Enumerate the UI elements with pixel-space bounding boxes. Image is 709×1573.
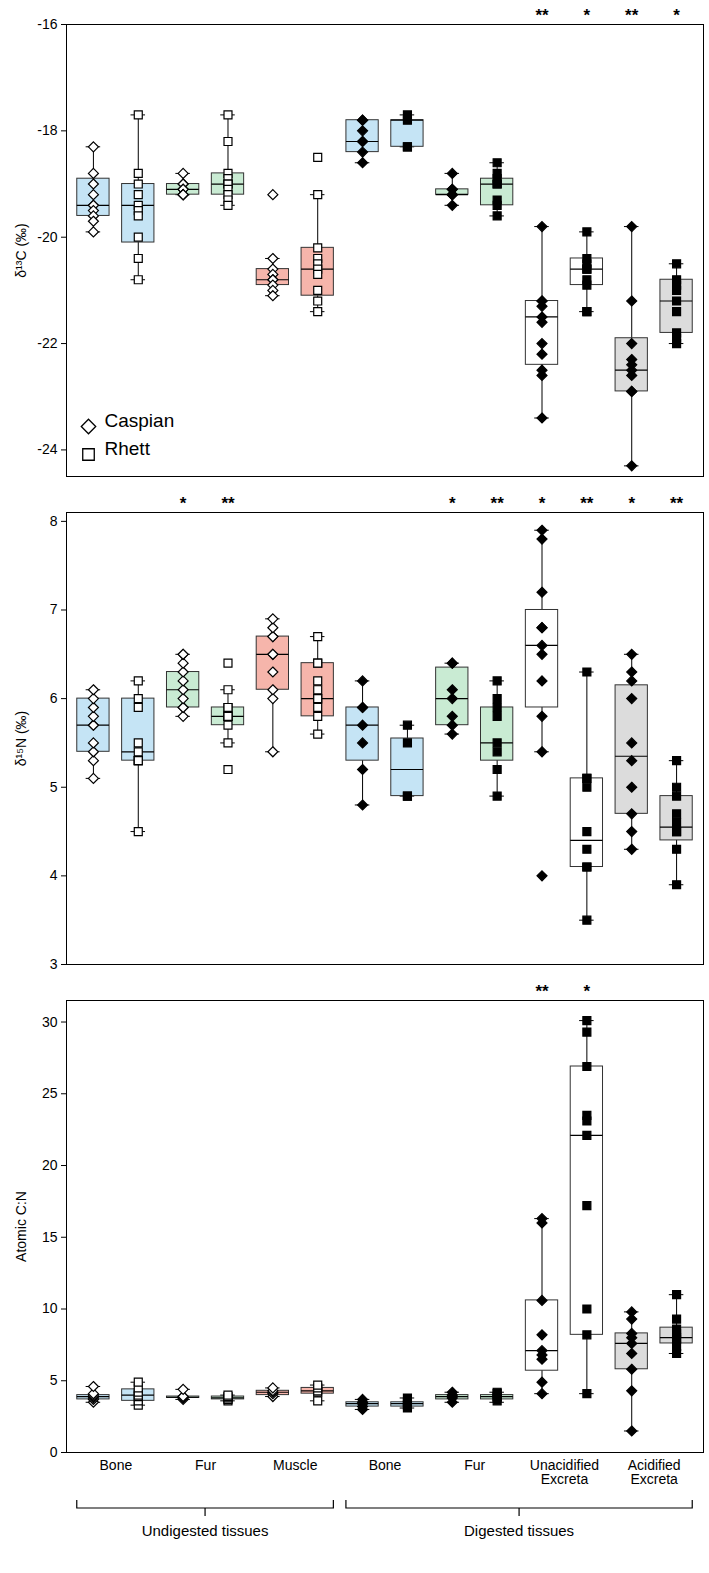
svg-text:Fur: Fur xyxy=(464,1457,485,1473)
svg-text:δ¹³C (‰): δ¹³C (‰) xyxy=(13,223,29,277)
svg-text:8: 8 xyxy=(50,513,58,529)
svg-text:20: 20 xyxy=(42,1157,58,1173)
svg-text:*: * xyxy=(584,6,591,25)
svg-text:**: ** xyxy=(580,494,594,513)
svg-text:*: * xyxy=(628,494,635,513)
svg-text:δ¹⁵N (‰): δ¹⁵N (‰) xyxy=(13,711,29,767)
svg-text:7: 7 xyxy=(50,601,58,617)
svg-text:Undigested tissues: Undigested tissues xyxy=(142,1522,269,1539)
svg-text:Rhett: Rhett xyxy=(105,438,151,459)
svg-text:5: 5 xyxy=(50,1372,58,1388)
svg-text:25: 25 xyxy=(42,1085,58,1101)
svg-text:30: 30 xyxy=(42,1014,58,1030)
svg-text:0: 0 xyxy=(50,1444,58,1460)
svg-text:UnacidifiedExcreta: UnacidifiedExcreta xyxy=(530,1457,599,1487)
svg-text:**: ** xyxy=(625,6,639,25)
svg-text:4: 4 xyxy=(50,867,58,883)
svg-text:AcidifiedExcreta: AcidifiedExcreta xyxy=(628,1457,681,1487)
svg-text:Bone: Bone xyxy=(99,1457,132,1473)
svg-text:-20: -20 xyxy=(37,229,57,245)
svg-text:Digested tissues: Digested tissues xyxy=(464,1522,574,1539)
svg-text:**: ** xyxy=(535,982,549,1001)
svg-text:**: ** xyxy=(670,494,684,513)
svg-text:6: 6 xyxy=(50,690,58,706)
svg-text:**: ** xyxy=(221,494,235,513)
svg-text:Muscle: Muscle xyxy=(273,1457,318,1473)
svg-text:**: ** xyxy=(535,6,549,25)
svg-text:*: * xyxy=(584,982,591,1001)
svg-text:-18: -18 xyxy=(37,122,57,138)
svg-text:-16: -16 xyxy=(37,16,57,32)
svg-text:5: 5 xyxy=(50,779,58,795)
svg-text:*: * xyxy=(180,494,187,513)
svg-text:*: * xyxy=(539,494,546,513)
svg-text:10: 10 xyxy=(42,1300,58,1316)
svg-text:*: * xyxy=(449,494,456,513)
svg-text:Bone: Bone xyxy=(369,1457,402,1473)
svg-text:*: * xyxy=(673,6,680,25)
svg-text:-24: -24 xyxy=(37,441,57,457)
svg-text:-22: -22 xyxy=(37,335,57,351)
svg-text:15: 15 xyxy=(42,1229,58,1245)
svg-text:Fur: Fur xyxy=(195,1457,216,1473)
svg-text:3: 3 xyxy=(50,956,58,972)
svg-text:Atomic C:N: Atomic C:N xyxy=(13,1191,29,1262)
svg-text:**: ** xyxy=(491,494,505,513)
svg-text:Caspian: Caspian xyxy=(105,410,175,431)
